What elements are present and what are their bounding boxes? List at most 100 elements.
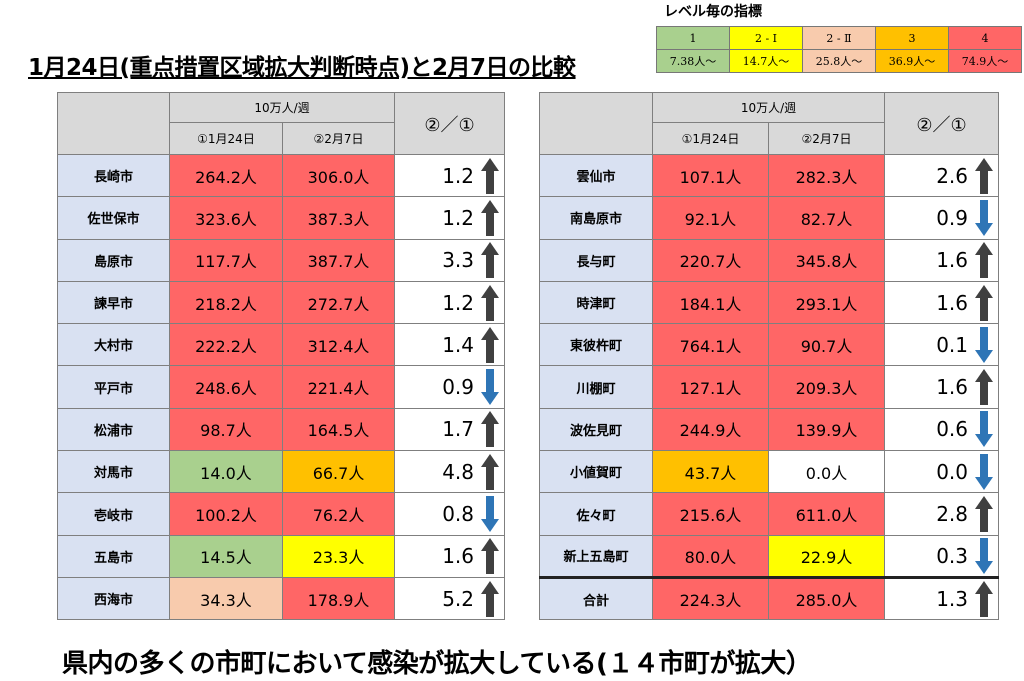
legend-title: レベル毎の指標 (664, 4, 762, 20)
municipality-name: 小値賀町 (539, 450, 653, 494)
down-arrow-icon (975, 411, 994, 448)
municipality-name: 佐々町 (539, 492, 653, 536)
municipality-name: 諫早市 (57, 280, 170, 325)
legend-level-threshold: 7.38人～ (656, 49, 730, 73)
left-comparison-table: 10万人/週 ②／① ①1月24日 ②2月7日 長崎市 264.2人 306.0人 1… (57, 92, 506, 621)
table-row: 対馬市 14.0人 66.7人 4.8 (57, 450, 506, 494)
up-arrow-icon (975, 369, 994, 406)
up-arrow-icon (481, 157, 500, 194)
jan24-value: 100.2人 (169, 492, 283, 536)
jan24-value: 127.1人 (652, 365, 769, 409)
ratio-cell: 1.3 (884, 575, 1000, 621)
municipality-name: 佐世保市 (57, 196, 170, 240)
jan24-value: 220.7人 (652, 238, 769, 282)
ratio-value: 2.6 (936, 163, 969, 188)
feb7-value: 282.3人 (767, 153, 886, 198)
ratio-value: 1.6 (442, 544, 475, 569)
ratio-cell: 3.3 (394, 238, 506, 282)
table-row: 長与町 220.7人 345.8人 1.6 (539, 238, 1000, 282)
feb7-value: 164.5人 (281, 407, 396, 452)
down-arrow-icon (975, 453, 994, 490)
table-row: 大村市 222.2人 312.4人 1.4 (57, 323, 506, 367)
corner-header-cell (539, 92, 653, 155)
ratio-cell: 0.3 (884, 534, 1000, 578)
table-row: 島原市 117.7人 387.7人 3.3 (57, 238, 506, 282)
down-arrow-icon (975, 199, 994, 236)
down-arrow-icon (975, 326, 994, 363)
ratio-cell: 0.1 (884, 323, 1000, 367)
feb7-value: 209.3人 (767, 365, 886, 409)
legend-level-label: 2 - Ⅱ (802, 26, 876, 50)
ratio-cell: 1.7 (394, 407, 506, 452)
municipality-name: 新上五島町 (539, 534, 653, 578)
jan24-header: ①1月24日 (652, 122, 769, 155)
ratio-value: 1.6 (936, 290, 969, 315)
up-arrow-icon (481, 326, 500, 363)
table-row: 佐世保市 323.6人 387.3人 1.2 (57, 196, 506, 240)
ratio-value: 1.7 (442, 417, 475, 442)
per100k-header: 10万人/週 (168, 92, 396, 123)
up-arrow-icon (975, 157, 994, 194)
table-row: 波佐見町 244.9人 139.9人 0.6 (539, 407, 1000, 452)
feb7-value: 178.9人 (281, 576, 396, 621)
feb7-value: 611.0人 (767, 492, 886, 536)
legend-level-threshold: 74.9人～ (948, 49, 1022, 73)
ratio-value: 0.6 (936, 417, 969, 442)
ratio-value: 3.3 (442, 248, 475, 273)
right-comparison-table: 10万人/週 ②／① ①1月24日 ②2月7日 雲仙市 107.1人 282.3人 2… (539, 92, 1000, 621)
left-table-body: 長崎市 264.2人 306.0人 1.2 佐世保市 323.6人 387.3人 1.2 島原市… (57, 153, 506, 621)
legend-level-label: 1 (656, 26, 730, 50)
up-arrow-icon (481, 411, 500, 448)
jan24-value: 80.0人 (652, 534, 769, 578)
total-row: 合計 224.3人 285.0人 1.3 (539, 575, 1000, 621)
ratio-value: 0.9 (936, 205, 969, 230)
per100k-header: 10万人/週 (651, 92, 886, 123)
ratio-value: 0.0 (936, 459, 969, 484)
jan24-header: ①1月24日 (169, 122, 283, 155)
legend-level-label: 2 - Ⅰ (729, 26, 803, 50)
ratio-value: 0.8 (442, 502, 475, 527)
legend-level-label: 3 (875, 26, 949, 50)
municipality-name: 波佐見町 (539, 407, 653, 452)
up-arrow-icon (975, 581, 994, 618)
up-arrow-icon (975, 496, 994, 533)
table-row: 東彼杵町 764.1人 90.7人 0.1 (539, 323, 1000, 367)
ratio-value: 0.9 (442, 375, 475, 400)
municipality-name: 大村市 (57, 323, 170, 367)
feb7-value: 306.0人 (281, 153, 396, 198)
jan24-value: 215.6人 (652, 492, 769, 536)
feb7-value: 76.2人 (281, 492, 396, 536)
jan24-value: 117.7人 (169, 238, 283, 282)
ratio-cell: 1.2 (394, 280, 506, 325)
municipality-name: 東彼杵町 (539, 323, 653, 367)
ratio-value: 1.4 (442, 332, 475, 357)
jan24-value: 323.6人 (169, 196, 283, 240)
municipality-name: 壱岐市 (57, 492, 170, 536)
conclusion-text: 県内の多くの市町において感染が拡大している(１４市町が拡大） (62, 649, 812, 679)
municipality-name: 平戸市 (57, 365, 170, 409)
table-row: 松浦市 98.7人 164.5人 1.7 (57, 407, 506, 452)
ratio-cell: 2.6 (884, 153, 1000, 198)
feb7-value: 221.4人 (281, 365, 396, 409)
ratio-value: 0.1 (936, 332, 969, 357)
feb7-value: 285.0人 (767, 575, 886, 621)
table-row: 壱岐市 100.2人 76.2人 0.8 (57, 492, 506, 536)
ratio-cell: 1.6 (884, 238, 1000, 282)
jan24-value: 14.5人 (169, 534, 283, 578)
ratio-value: 1.6 (936, 248, 969, 273)
jan24-value: 107.1人 (652, 153, 769, 198)
ratio-cell: 1.2 (394, 196, 506, 240)
jan24-value: 764.1人 (652, 323, 769, 367)
ratio-cell: 5.2 (394, 576, 506, 621)
ratio-cell: 1.6 (884, 365, 1000, 409)
table-row: 平戸市 248.6人 221.4人 0.9 (57, 365, 506, 409)
jan24-value: 34.3人 (169, 576, 283, 621)
down-arrow-icon (481, 496, 500, 533)
jan24-value: 218.2人 (169, 280, 283, 325)
feb7-value: 90.7人 (767, 323, 886, 367)
municipality-name: 島原市 (57, 238, 170, 282)
municipality-name: 松浦市 (57, 407, 170, 452)
feb7-value: 272.7人 (281, 280, 396, 325)
table-row: 川棚町 127.1人 209.3人 1.6 (539, 365, 1000, 409)
feb7-value: 0.0人 (767, 450, 886, 494)
